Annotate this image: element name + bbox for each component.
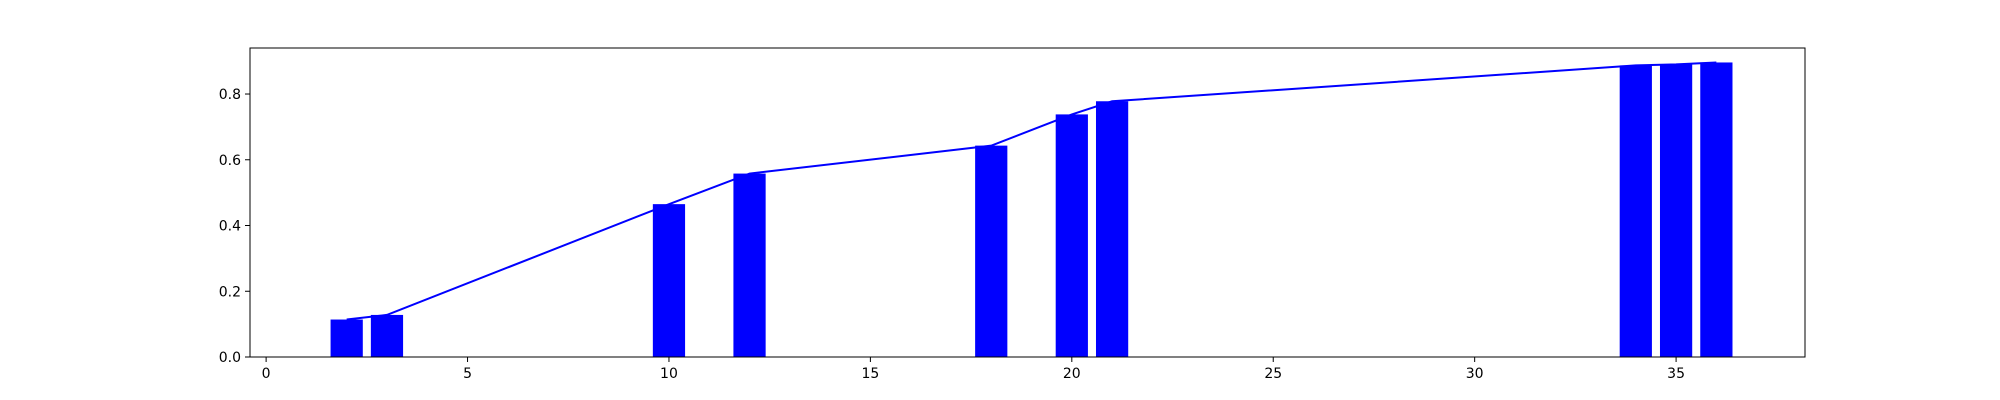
bar: [652, 204, 686, 357]
bar: [1659, 64, 1693, 358]
y-tick-label: 0.8: [219, 87, 241, 103]
x-tick-label: 35: [1667, 366, 1685, 382]
y-tick-label: 0.0: [219, 350, 241, 366]
y-tick-label: 0.6: [219, 153, 241, 169]
x-tick-label: 25: [1264, 366, 1282, 382]
x-tick-label: 20: [1063, 366, 1081, 382]
bar: [370, 314, 404, 357]
series-line: [346, 61, 1717, 321]
bar: [330, 319, 363, 357]
y-tick-label: 0.4: [219, 219, 241, 235]
bar: [1700, 62, 1733, 357]
bar: [1055, 114, 1088, 357]
x-tick-label: 30: [1466, 366, 1484, 382]
x-tick-label: 10: [660, 366, 678, 382]
bar: [733, 173, 766, 357]
y-axis: 0.0 0.2 0.4 0.6 0.8: [219, 87, 250, 366]
line-group: [346, 61, 1717, 321]
bar: [975, 145, 1008, 357]
y-tick-label: 0.2: [219, 284, 241, 300]
x-axis: 0 5 10 15 20 25 30 35: [262, 357, 1685, 382]
axes-frame: [249, 47, 1806, 358]
bar: [1619, 65, 1652, 358]
x-tick-label: 0: [262, 366, 271, 382]
x-tick-label: 15: [861, 366, 879, 382]
bars-group: [330, 62, 1733, 358]
bar: [1095, 101, 1129, 357]
x-tick-label: 5: [463, 366, 472, 382]
